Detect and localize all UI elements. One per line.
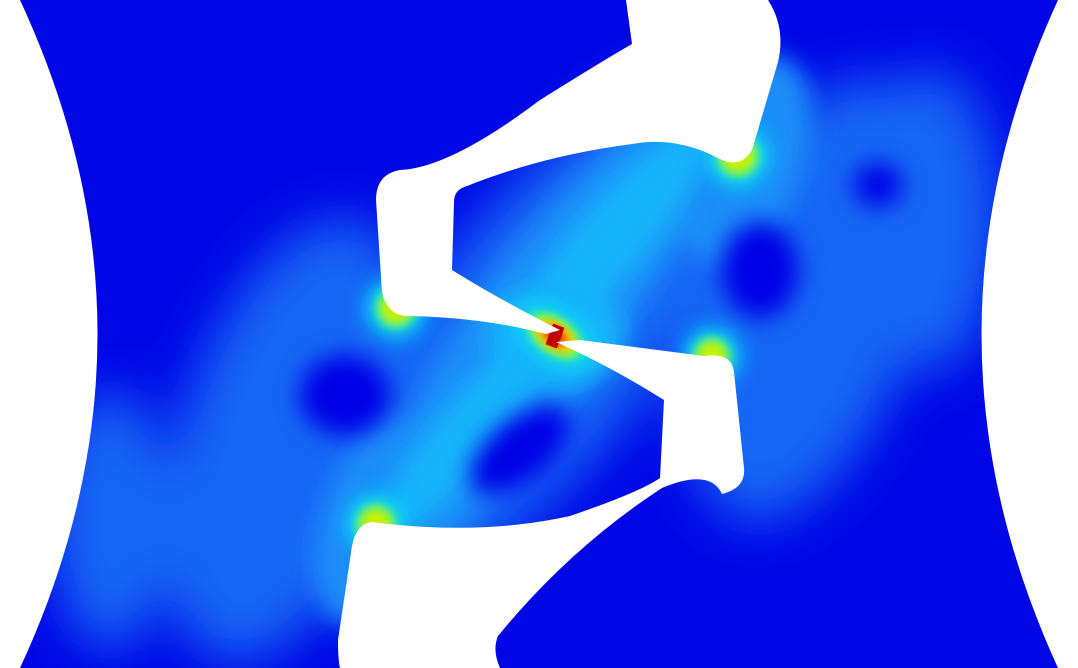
low-stress-islands — [300, 163, 902, 495]
upper-notch-cutout — [376, 0, 781, 334]
lower-notch-cutout — [338, 340, 745, 668]
crack-tip-core — [545, 323, 565, 349]
